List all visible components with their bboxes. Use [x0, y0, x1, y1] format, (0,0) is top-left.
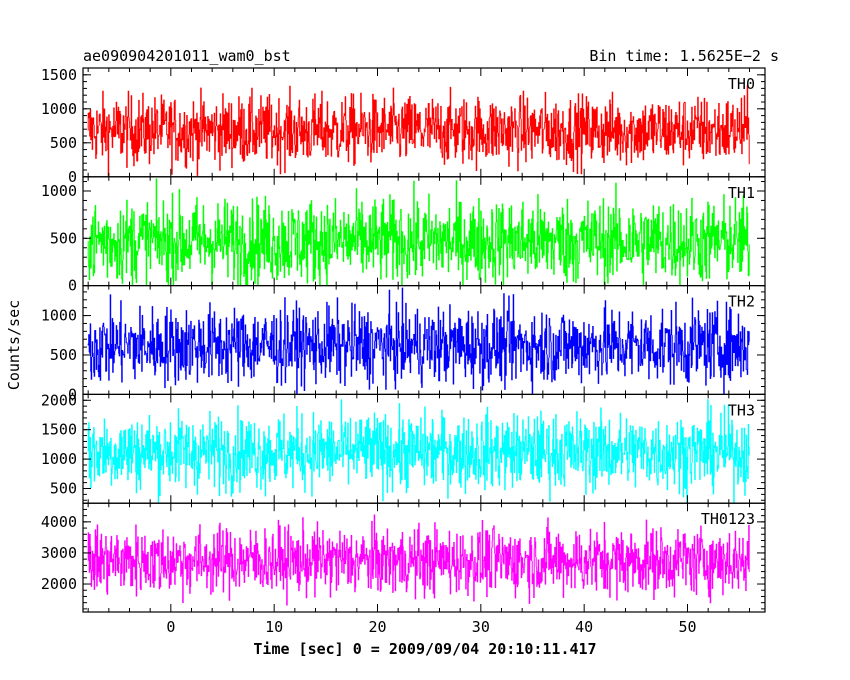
- panel-label-th2: TH2: [728, 293, 755, 311]
- panel-label-th1: TH1: [728, 184, 755, 202]
- panel-th0123: 2000 3000 4000 TH0123: [41, 502, 766, 613]
- y-tick-label: 1500: [41, 66, 77, 84]
- y-tick-label: 4000: [41, 513, 77, 531]
- panel-label-th0123: TH0123: [701, 510, 755, 528]
- panel-label-th0: TH0: [728, 75, 755, 93]
- series-line-th2: [87, 287, 750, 394]
- panel-frame: [82, 502, 766, 613]
- y-tick-label: 1000: [41, 182, 77, 200]
- x-tick-label: 40: [575, 618, 593, 636]
- y-tick-label: 3000: [41, 544, 77, 562]
- y-tick-label: 0: [68, 277, 77, 295]
- series-line-th0: [87, 85, 750, 177]
- panel-label-th3: TH3: [728, 401, 755, 419]
- panel-th3: 500 1000 1500 2000 TH3: [41, 391, 766, 504]
- panel-th1: 0 500 1000 TH1: [41, 176, 766, 295]
- y-tick-label: 2000: [41, 391, 77, 409]
- x-tick-label: 20: [368, 618, 386, 636]
- y-tick-label: 500: [50, 229, 77, 247]
- panel-th2: 0 500 1000 TH2: [41, 285, 766, 403]
- x-tick-label: 0: [166, 618, 175, 636]
- y-tick-label: 1000: [41, 307, 77, 325]
- x-tick-label: 10: [265, 618, 283, 636]
- plot-title: ae090904201011_wam0_bst: [83, 47, 291, 65]
- y-tick-label: 0: [68, 168, 77, 186]
- y-tick-label: 500: [50, 346, 77, 364]
- y-tick-label: 1500: [41, 421, 77, 439]
- series-line-th0123: [87, 514, 750, 606]
- y-tick-label: 500: [50, 479, 77, 497]
- series-line-th1: [87, 178, 750, 286]
- y-tick-label: 500: [50, 134, 77, 152]
- x-tick-label: 30: [472, 618, 490, 636]
- bin-time-label: Bin time: 1.5625E−2 s: [589, 47, 779, 65]
- y-axis-label: Counts/sec: [5, 300, 23, 390]
- panel-th0: 0 500 1000 1500 TH0: [41, 66, 766, 186]
- y-tick-label: 1000: [41, 450, 77, 468]
- y-tick-label: 0: [68, 385, 77, 403]
- x-axis-label: Time [sec] 0 = 2009/09/04 20:10:11.417: [253, 640, 596, 658]
- y-tick-label: 1000: [41, 100, 77, 118]
- y-tick-label: 2000: [41, 575, 77, 593]
- x-tick-label: 50: [678, 618, 696, 636]
- series-line-th3: [87, 399, 750, 503]
